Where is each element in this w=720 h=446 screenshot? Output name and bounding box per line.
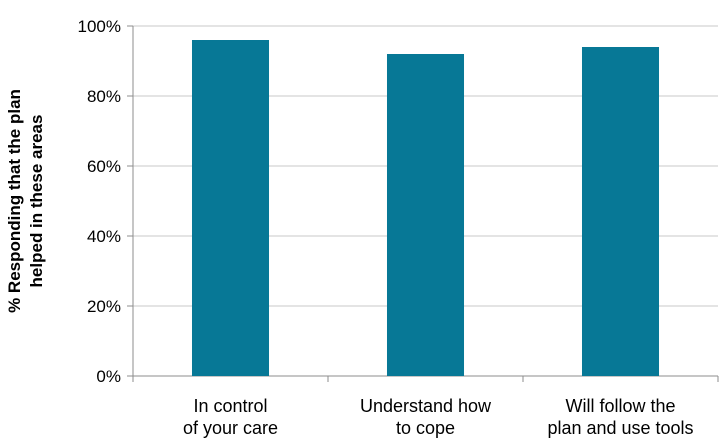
y-tick-label: 40% bbox=[87, 227, 121, 246]
x-category-label: Will follow the bbox=[565, 396, 675, 416]
x-category-label: In control bbox=[193, 396, 267, 416]
x-category-label: of your care bbox=[183, 418, 278, 438]
y-tick-label: 100% bbox=[78, 17, 121, 36]
bar bbox=[191, 40, 270, 376]
y-tick-label: 20% bbox=[87, 297, 121, 316]
y-tick-label: 80% bbox=[87, 87, 121, 106]
x-category-label: to cope bbox=[396, 418, 455, 438]
y-axis-title: helped in these areas bbox=[27, 115, 46, 288]
bar bbox=[581, 47, 660, 376]
x-category-label: plan and use tools bbox=[547, 418, 693, 438]
bars bbox=[191, 40, 660, 376]
y-tick-label: 60% bbox=[87, 157, 121, 176]
y-axis-title: % Responding that the plan bbox=[5, 89, 24, 313]
bar bbox=[386, 54, 465, 376]
y-tick-label: 0% bbox=[96, 367, 121, 386]
x-category-label: Understand how bbox=[360, 396, 492, 416]
